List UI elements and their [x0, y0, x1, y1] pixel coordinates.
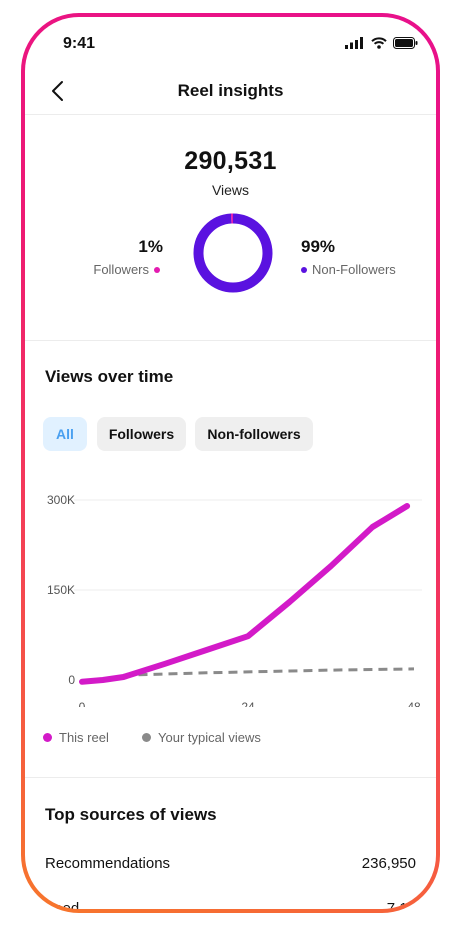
this-reel-dot-icon: [43, 733, 52, 742]
views-line-chart: 300K 150K 0 0 24 48: [47, 493, 422, 707]
non-followers-label: Non-Followers: [312, 262, 396, 277]
followers-percent: 1%: [138, 237, 163, 256]
audience-donut-chart: [193, 213, 273, 293]
x-tick-label: 24: [241, 700, 255, 707]
x-tick-label: 0: [79, 700, 86, 707]
header-divider: [25, 114, 436, 115]
x-tick-label: 48: [407, 700, 421, 707]
y-tick-label: 300K: [47, 493, 75, 507]
followers-label: Followers: [93, 262, 149, 277]
source-row-value: 7,16: [386, 900, 416, 909]
screen: 9:41 Reel insights: [25, 17, 436, 909]
series-typical-views-line: [123, 667, 415, 677]
filter-chip-followers[interactable]: Followers: [97, 417, 186, 451]
status-time: 9:41: [63, 35, 96, 52]
signal-icon: [345, 37, 363, 49]
series-this-reel-line: [79, 503, 411, 685]
summary-divider: [25, 340, 436, 341]
page-title: Reel insights: [177, 81, 284, 100]
non-followers-dot-icon: [301, 266, 307, 273]
device-frame: 9:41 Reel insights: [21, 13, 440, 913]
source-row-label: Feed: [45, 900, 80, 909]
legend-this-reel-label: This reel: [59, 730, 109, 745]
legend-typical-views-label: Your typical views: [158, 730, 261, 745]
chart-divider: [25, 777, 436, 778]
source-row-label: Recommendations: [45, 855, 171, 872]
typical-views-dot-icon: [142, 733, 151, 742]
status-icons: [345, 37, 418, 49]
non-followers-percent: 99%: [301, 237, 336, 256]
views-count: 290,531: [184, 147, 277, 175]
filter-chip-non-followers[interactable]: Non-followers: [195, 417, 313, 451]
followers-dot-icon: [154, 266, 160, 273]
followers-legend: Followers: [93, 262, 160, 277]
legend-this-reel: This reel: [43, 730, 109, 745]
donut-segment-non-followers: [193, 213, 273, 293]
y-tick-label: 0: [68, 673, 75, 687]
y-tick-label: 150K: [47, 583, 75, 597]
back-icon[interactable]: [47, 79, 71, 103]
wifi-icon: [371, 37, 387, 49]
source-row-value: 236,950: [361, 855, 416, 872]
top-sources-title: Top sources of views: [45, 805, 217, 824]
views-label: Views: [211, 182, 250, 198]
battery-icon: [393, 37, 418, 49]
non-followers-legend: Non-Followers: [301, 262, 396, 277]
donut-segment-followers: [193, 213, 273, 293]
views-over-time-title: Views over time: [45, 367, 174, 386]
filter-chip-all[interactable]: All: [43, 417, 87, 451]
legend-typical-views: Your typical views: [142, 730, 261, 745]
